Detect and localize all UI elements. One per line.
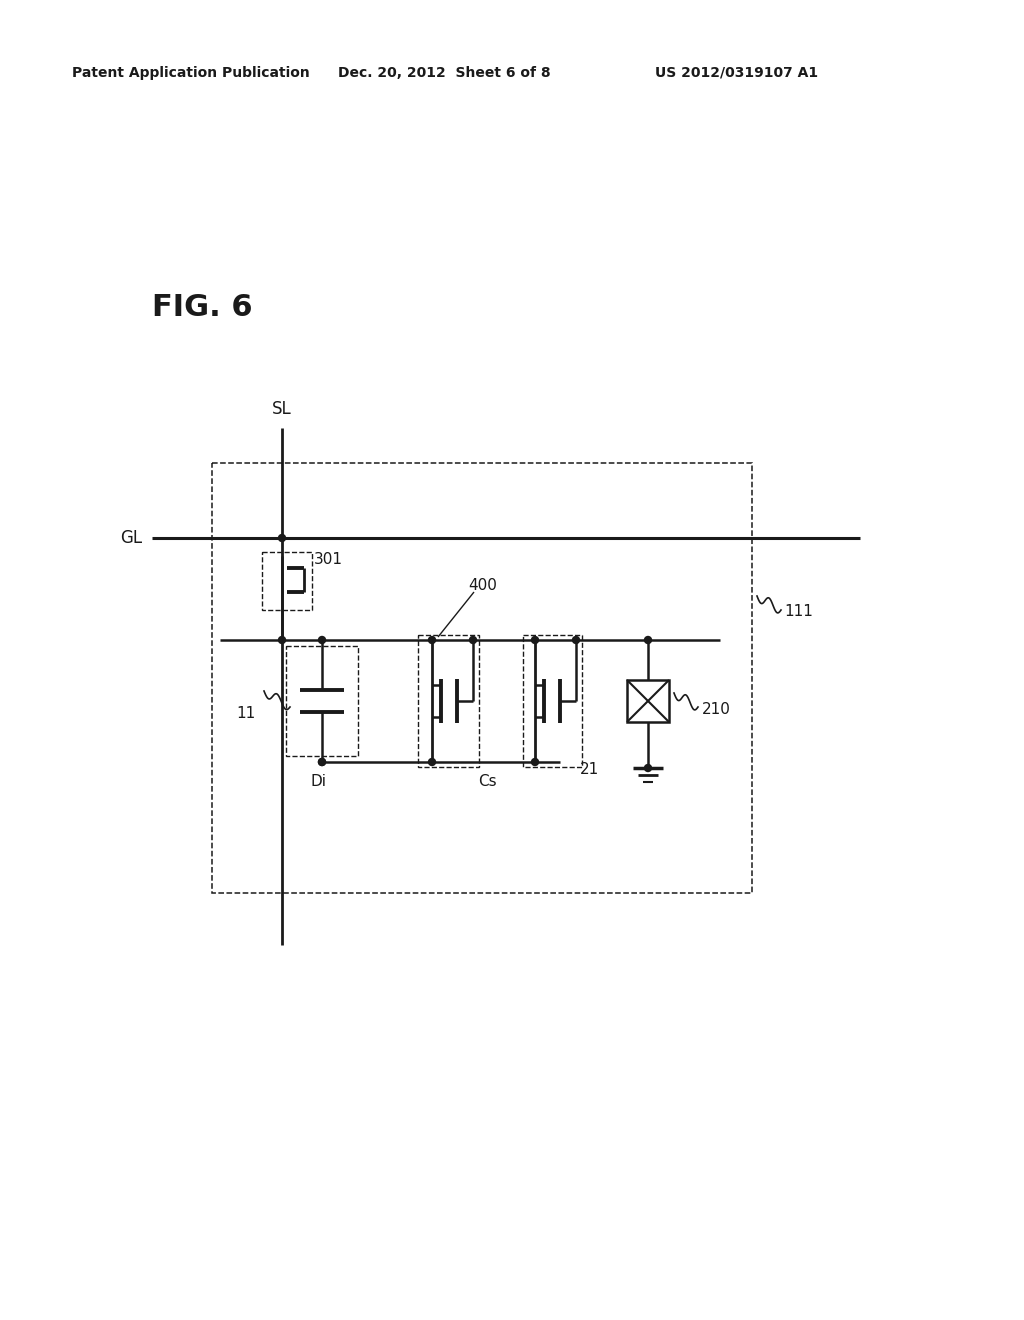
Text: 11: 11 — [236, 705, 255, 721]
Text: Di: Di — [310, 775, 326, 789]
Text: 301: 301 — [314, 553, 343, 568]
Text: 111: 111 — [784, 605, 813, 619]
Circle shape — [644, 764, 651, 771]
Bar — [523, 635, 582, 767]
Circle shape — [318, 759, 326, 766]
Circle shape — [572, 636, 580, 644]
Bar — [627, 680, 669, 722]
Text: US 2012/0319107 A1: US 2012/0319107 A1 — [655, 66, 818, 81]
Text: FIG. 6: FIG. 6 — [152, 293, 253, 322]
Text: GL: GL — [120, 529, 142, 546]
Text: 400: 400 — [468, 578, 497, 594]
Circle shape — [531, 759, 539, 766]
Circle shape — [279, 636, 286, 644]
Text: Cs: Cs — [478, 775, 497, 789]
Circle shape — [469, 636, 476, 644]
Bar — [212, 463, 752, 894]
Bar — [418, 635, 479, 767]
Text: Dec. 20, 2012  Sheet 6 of 8: Dec. 20, 2012 Sheet 6 of 8 — [338, 66, 551, 81]
Circle shape — [279, 535, 286, 541]
Circle shape — [428, 636, 435, 644]
Text: 210: 210 — [702, 701, 731, 717]
Text: SL: SL — [272, 400, 292, 418]
Circle shape — [644, 636, 651, 644]
Text: 21: 21 — [580, 763, 599, 777]
Circle shape — [318, 636, 326, 644]
Circle shape — [531, 636, 539, 644]
Text: Patent Application Publication: Patent Application Publication — [72, 66, 309, 81]
Circle shape — [318, 759, 326, 766]
Bar — [262, 552, 312, 610]
Bar — [286, 645, 358, 756]
Circle shape — [428, 759, 435, 766]
